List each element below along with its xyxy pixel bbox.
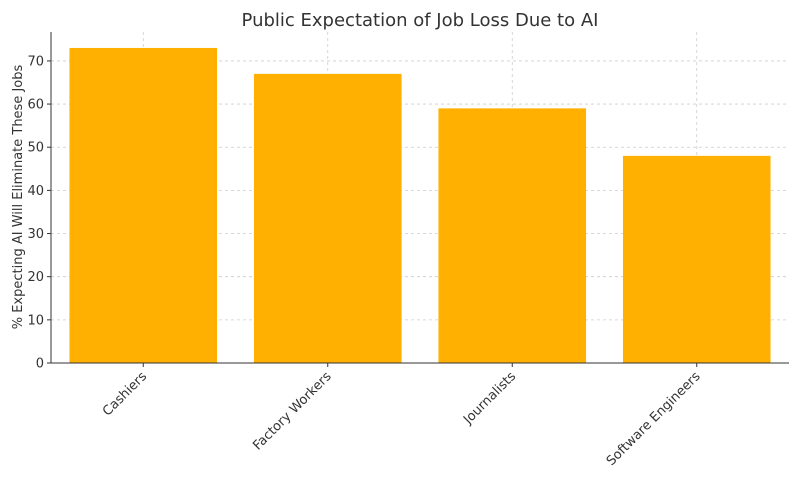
axes [50,32,789,364]
y-tick-label: 50 [27,141,44,156]
x-tick-label: Factory Workers [250,369,334,453]
y-axis-label: % Expecting AI Will Eliminate These Jobs [11,64,26,329]
x-tick-label: Software Engineers [604,369,704,469]
y-tick-label: 60 [27,98,44,113]
y-ticks: 0 10 20 30 40 50 60 70 [27,54,51,372]
x-tick-label: Journalists [460,369,519,428]
y-tick-label: 40 [27,184,44,199]
y-tick-label: 10 [27,313,44,328]
y-tick-label: 0 [36,357,44,372]
y-tick-label: 70 [27,54,44,69]
bars [69,47,771,363]
bar-software-engineers [622,155,771,363]
y-tick-label: 20 [27,270,44,285]
y-tick-label: 30 [27,227,44,242]
bar-cashiers [69,47,218,363]
x-tick-label: Cashiers [100,369,150,419]
bar-journalists [438,108,587,363]
x-ticks: Cashiers Factory Workers Journalists Softwa… [100,363,704,469]
chart-title: Public Expectation of Job Loss Due to AI [242,10,599,31]
bar-factory-workers [253,73,402,363]
